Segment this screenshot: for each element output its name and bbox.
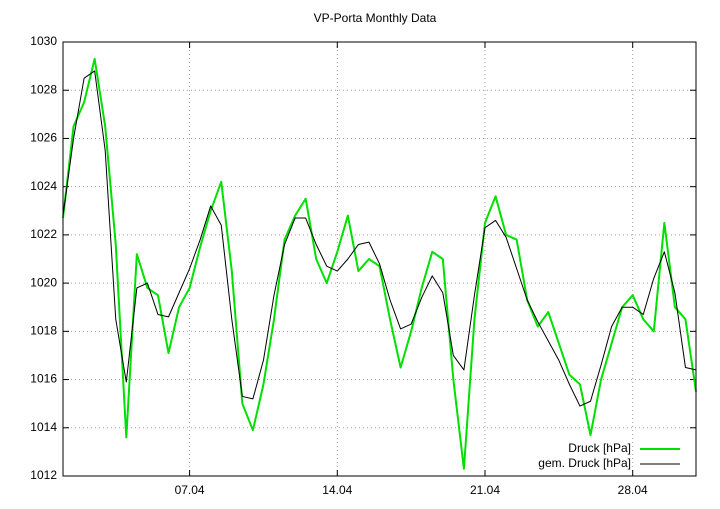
y-tick-label: 1028 — [30, 82, 57, 96]
y-tick-label: 1014 — [30, 420, 57, 434]
legend-label: gem. Druck [hPa] — [538, 456, 631, 470]
grid — [63, 42, 696, 476]
chart-title: VP-Porta Monthly Data — [314, 11, 437, 25]
legend: Druck [hPa]gem. Druck [hPa] — [538, 441, 680, 470]
y-tick-label: 1020 — [30, 275, 57, 289]
x-tick-label: 21.04 — [470, 483, 500, 497]
lines — [62, 57, 697, 470]
series-line — [62, 57, 697, 470]
plot-border — [62, 41, 697, 477]
y-tick-label: 1026 — [30, 131, 57, 145]
legend-label: Druck [hPa] — [568, 441, 631, 455]
ticks: 1012 1014 1016 1018 1020 1022 1024 1026 1028 1030… — [30, 34, 696, 497]
y-tick-label: 1030 — [30, 34, 57, 48]
x-tick-label: 14.04 — [322, 483, 352, 497]
y-tick-label: 1016 — [30, 372, 57, 386]
y-tick-label: 1012 — [30, 468, 57, 482]
y-tick-label: 1018 — [30, 324, 57, 338]
x-tick-label: 28.04 — [618, 483, 648, 497]
x-tick-label: 07.04 — [175, 483, 205, 497]
series-line — [62, 70, 697, 407]
y-tick-label: 1022 — [30, 227, 57, 241]
y-tick-label: 1024 — [30, 179, 57, 193]
